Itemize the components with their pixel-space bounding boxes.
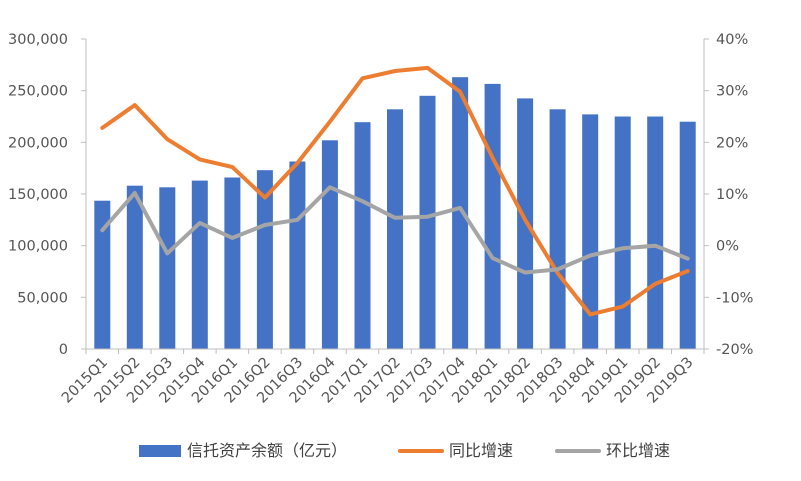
tick-labels-layer: 0 50,000 100,000 150,000 200,000 250,000 300,0… — [8, 32, 753, 358]
legend-label-qoq: 环比增速 — [606, 441, 670, 460]
bar-2018Q2 — [517, 98, 534, 350]
bar-2018Q4 — [582, 114, 599, 350]
bar-2015Q1 — [94, 200, 111, 349]
bar-2015Q3 — [159, 187, 176, 349]
bar-2018Q1 — [484, 83, 501, 350]
bar-2015Q4 — [191, 180, 208, 349]
legend-label-yoy: 同比增速 — [449, 441, 513, 460]
bar-2017Q2 — [387, 109, 403, 349]
bar-2016Q3 — [289, 161, 306, 349]
series-line-qoq — [100, 185, 690, 275]
right-tick-label: 10% — [716, 187, 748, 203]
left-tick-label: 50,000 — [17, 290, 68, 306]
bar-2015Q2 — [126, 185, 143, 349]
left-tick-label: 0 — [59, 342, 68, 358]
bar-2017Q1 — [354, 122, 371, 349]
bars-layer — [94, 77, 696, 350]
bar-2019Q1 — [614, 116, 631, 349]
bar-2019Q3 — [679, 121, 696, 349]
legend-label-balance: 信托资产余额（亿元） — [187, 441, 347, 460]
left-tick-label: 200,000 — [8, 135, 68, 151]
bar-2017Q3 — [419, 95, 436, 349]
bar-2017Q4 — [452, 77, 469, 349]
lines-layer — [100, 65, 690, 317]
left-tick-label: 100,000 — [8, 239, 68, 255]
category-labels-layer: 2015Q12015Q22015Q32015Q42016Q12016Q22016… — [59, 355, 696, 407]
right-tick-label: 30% — [716, 84, 748, 100]
left-tick-label: 250,000 — [8, 84, 68, 100]
right-tick-label: -10% — [716, 290, 753, 306]
legend: 信托资产余额（亿元） 同比增速 环比增速 — [139, 441, 670, 460]
series-line-yoy — [100, 65, 690, 317]
legend-swatch-balance — [139, 445, 181, 457]
left-tick-label: 300,000 — [8, 32, 68, 48]
bar-2019Q2 — [647, 116, 664, 349]
right-tick-label: 40% — [716, 32, 748, 48]
right-tick-label: -20% — [716, 342, 753, 358]
right-tick-label: 20% — [716, 135, 748, 151]
left-tick-label: 150,000 — [8, 187, 68, 203]
bar-2016Q1 — [224, 177, 241, 349]
axes-layer — [81, 38, 709, 354]
bar-2016Q4 — [321, 140, 338, 349]
bar-2018Q3 — [549, 109, 566, 349]
right-tick-label: 0% — [716, 239, 739, 255]
bar-2016Q2 — [256, 170, 273, 349]
